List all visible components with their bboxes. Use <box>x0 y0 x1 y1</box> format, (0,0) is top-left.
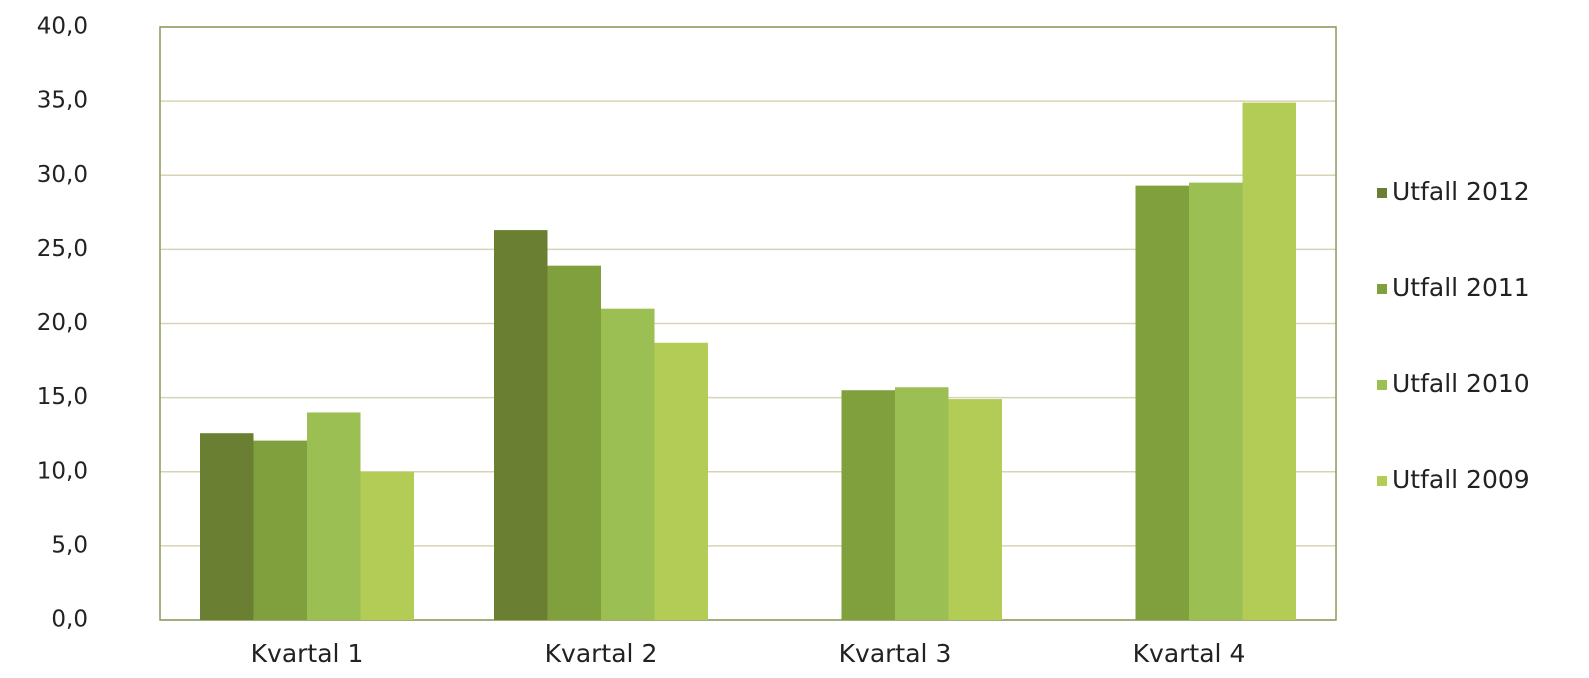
bar <box>1135 185 1189 620</box>
y-tick-label: 5,0 <box>51 532 88 558</box>
legend-swatch <box>1377 188 1387 198</box>
legend-label: Utfall 2012 <box>1392 177 1530 206</box>
legend-label: Utfall 2010 <box>1392 369 1530 398</box>
legend-swatch <box>1377 476 1387 486</box>
y-tick-label: 40,0 <box>37 14 88 40</box>
bar <box>841 390 895 620</box>
legend-label: Utfall 2009 <box>1392 465 1530 494</box>
legend-swatch <box>1377 284 1387 294</box>
x-tick-label: Kvartal 4 <box>1133 639 1246 668</box>
x-tick-label: Kvartal 1 <box>251 639 364 668</box>
y-tick-label: 0,0 <box>51 607 88 633</box>
bar <box>1242 102 1296 621</box>
bar <box>360 471 414 620</box>
bar <box>494 230 548 621</box>
y-tick-label: 25,0 <box>37 236 88 262</box>
bar <box>1189 182 1243 620</box>
bar <box>200 433 254 620</box>
y-tick-label: 15,0 <box>37 384 88 410</box>
legend-swatch <box>1377 380 1387 390</box>
bar <box>547 265 601 620</box>
bar <box>601 308 655 620</box>
bar <box>253 440 307 620</box>
legend-label: Utfall 2011 <box>1392 273 1530 302</box>
y-tick-label: 35,0 <box>37 88 88 114</box>
y-tick-label: 30,0 <box>37 162 88 188</box>
x-tick-label: Kvartal 2 <box>545 639 658 668</box>
y-tick-label: 10,0 <box>37 458 88 484</box>
y-tick-label: 20,0 <box>37 310 88 336</box>
plot-border <box>159 26 1337 621</box>
bar <box>895 387 949 620</box>
bar <box>654 342 708 620</box>
x-tick-label: Kvartal 3 <box>839 639 952 668</box>
bar <box>307 412 361 620</box>
bar <box>948 399 1002 620</box>
